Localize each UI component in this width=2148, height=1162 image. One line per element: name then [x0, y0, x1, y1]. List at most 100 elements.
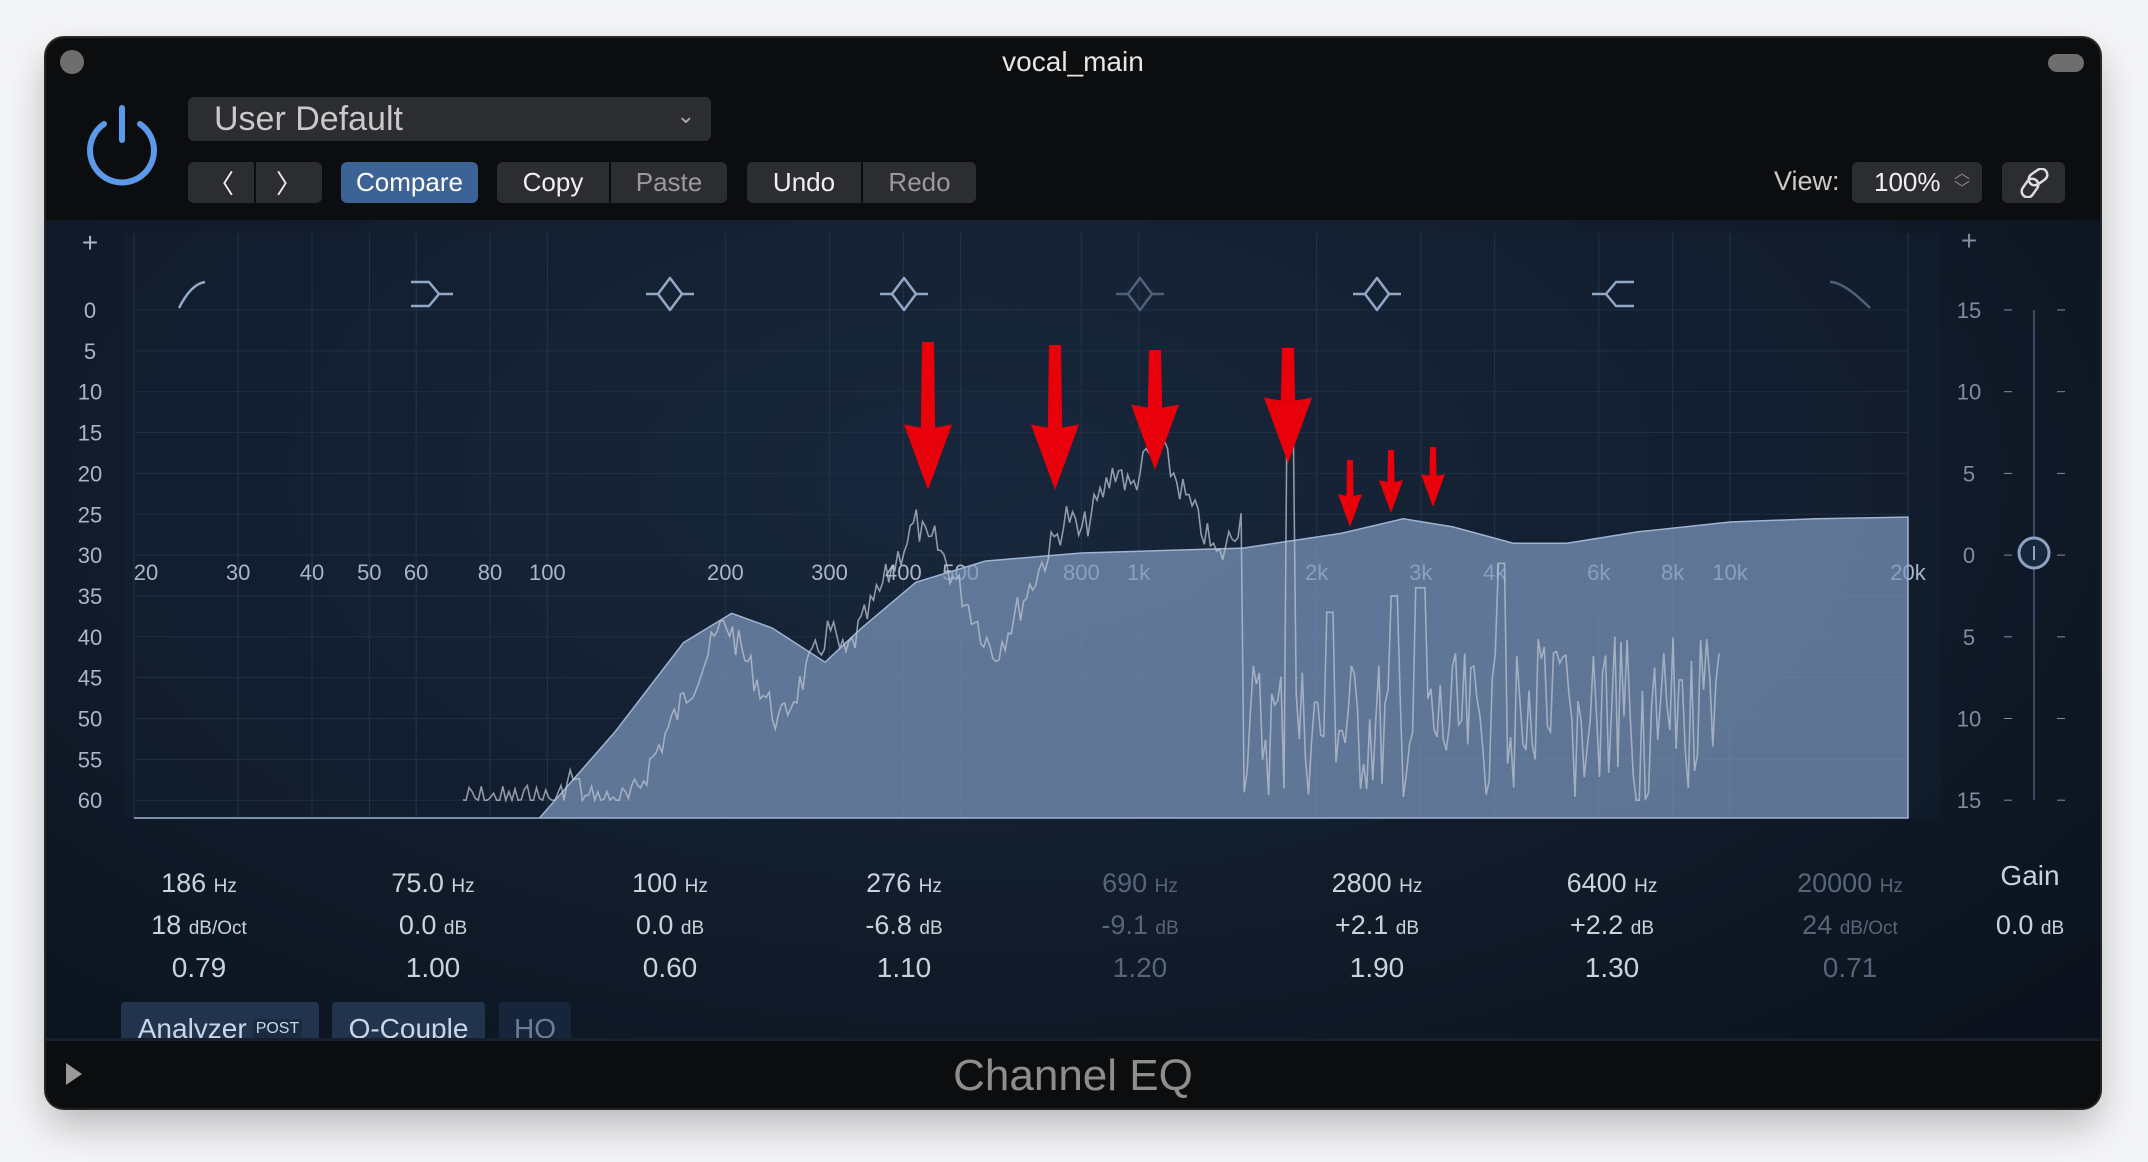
gain-scale-label: 5: [1963, 461, 1975, 486]
band-gain[interactable]: 0.0 dB: [635, 910, 705, 940]
eq-curve-fill[interactable]: [134, 516, 1909, 819]
analyzer-spectrum: [462, 407, 1720, 804]
undo-button[interactable]: Undo: [747, 162, 861, 203]
band-frequency[interactable]: 186 Hz: [161, 868, 237, 898]
band-gain[interactable]: +2.1 dB: [1334, 910, 1420, 940]
band-bell-icon[interactable]: [1353, 276, 1401, 312]
band-q[interactable]: 1.10: [876, 952, 932, 983]
analyzer-mode-badge[interactable]: POST: [252, 1018, 303, 1039]
band-frequency[interactable]: 2800 Hz: [1331, 868, 1423, 898]
window-control-pill[interactable]: [2048, 54, 2084, 72]
next-preset-button[interactable]: 〉: [256, 162, 322, 203]
link-icon: [2019, 167, 2049, 198]
freq-label: 50: [357, 560, 381, 585]
analyzer-scale-label: 25: [78, 502, 102, 527]
annotation-arrow: [904, 342, 952, 490]
paste-button[interactable]: Paste: [611, 162, 727, 203]
band-q[interactable]: 1.20: [1112, 952, 1168, 983]
annotation-arrow: [1379, 450, 1403, 513]
freq-label: 60: [404, 560, 428, 585]
band-gain[interactable]: -6.8 dB: [865, 910, 943, 940]
disclosure-triangle-icon[interactable]: [66, 1063, 82, 1085]
preset-dropdown[interactable]: User Default ⌄: [188, 97, 711, 141]
gain-scale-label: 0: [1963, 543, 1975, 568]
analyzer-scale-label: 45: [78, 666, 102, 691]
preset-name: User Default: [214, 99, 403, 138]
master-gain-value[interactable]: 0.0 dB: [1995, 910, 2065, 940]
gain-scale-label: 15: [1957, 298, 1981, 323]
link-button[interactable]: [2002, 162, 2065, 203]
window-title: vocal_main: [1002, 46, 1144, 77]
freq-label: 30: [226, 560, 250, 585]
band-bell-icon[interactable]: [1116, 276, 1164, 312]
plugin-name: Channel EQ: [953, 1051, 1193, 1100]
band-q[interactable]: 0.71: [1822, 952, 1878, 983]
freq-label: 200: [707, 560, 744, 585]
band-gain[interactable]: +2.2 dB: [1569, 910, 1655, 940]
analyzer-scale-label: 35: [78, 584, 102, 609]
band-gain[interactable]: -9.1 dB: [1101, 910, 1179, 940]
copy-button[interactable]: Copy: [497, 162, 609, 203]
footer-bar: Channel EQ: [46, 1038, 2100, 1108]
plugin-window: vocal_main User Default ⌄ 〈 〉 Compare Co…: [46, 38, 2100, 1108]
gain-scale-label: 5: [1963, 625, 1975, 650]
stepper-arrows-icon: ︿ ﹀: [1953, 165, 1970, 198]
analyzer-scale-label: 20: [78, 461, 102, 486]
analyzer-scale-label: 60: [78, 788, 102, 813]
view-zoom-value: 100%: [1874, 167, 1941, 197]
gain-scale-label: 15: [1957, 788, 1981, 813]
freq-label: 80: [478, 560, 502, 585]
gain-scale-label: 10: [1957, 380, 1981, 405]
band-q[interactable]: 1.00: [405, 952, 461, 983]
annotation-arrow: [1264, 348, 1312, 463]
band-gain[interactable]: 18 dB/Oct: [151, 910, 247, 940]
eq-display[interactable]: 2030405060801002003004005008001k2k3k4k6k…: [46, 220, 2100, 1075]
analyzer-scale-label: 0: [84, 298, 96, 323]
analyzer-scale-label: 15: [78, 421, 102, 446]
band-frequency[interactable]: 75.0 Hz: [391, 868, 475, 898]
band-high-shelf-icon[interactable]: [1592, 280, 1634, 308]
band-high-cut-icon[interactable]: [1829, 280, 1871, 309]
annotation-arrow: [1421, 447, 1445, 507]
add-band-left-button[interactable]: +: [82, 227, 98, 258]
compare-button[interactable]: Compare: [341, 162, 478, 203]
annotation-arrow: [1338, 460, 1362, 527]
chevron-down-icon: ⌄: [676, 103, 695, 128]
band-bell-icon[interactable]: [880, 276, 928, 312]
band-frequency[interactable]: 20000 Hz: [1797, 868, 1903, 898]
band-q[interactable]: 1.90: [1349, 952, 1405, 983]
chevron-right-icon: 〉: [275, 169, 302, 199]
add-band-right-button[interactable]: +: [1961, 225, 1977, 256]
analyzer-scale-label: 10: [78, 380, 102, 405]
freq-label: 20: [134, 560, 158, 585]
view-zoom-stepper[interactable]: 100% ︿ ﹀: [1852, 162, 1982, 203]
analyzer-scale-label: 55: [78, 747, 102, 772]
chevron-left-icon: 〈: [207, 169, 234, 199]
band-bell-icon[interactable]: [646, 276, 694, 312]
band-low-cut-icon[interactable]: [177, 280, 206, 309]
band-q[interactable]: 1.30: [1584, 952, 1640, 983]
redo-button[interactable]: Redo: [863, 162, 976, 203]
band-frequency[interactable]: 690 Hz: [1102, 868, 1178, 898]
power-icon[interactable]: [82, 100, 162, 186]
analyzer-scale-label: 40: [78, 625, 102, 650]
view-label: View:: [1774, 166, 1840, 196]
band-frequency[interactable]: 100 Hz: [632, 868, 708, 898]
band-frequency[interactable]: 6400 Hz: [1566, 868, 1658, 898]
band-q[interactable]: 0.60: [642, 952, 698, 983]
annotation-arrow: [1131, 350, 1179, 470]
band-gain[interactable]: 24 dB/Oct: [1802, 910, 1898, 940]
gain-scale-label: 10: [1957, 707, 1981, 732]
band-q[interactable]: 0.79: [171, 952, 227, 983]
previous-preset-button[interactable]: 〈: [188, 162, 254, 203]
analyzer-scale-label: 30: [78, 543, 102, 568]
close-button[interactable]: [60, 50, 84, 74]
annotation-arrow: [1031, 345, 1079, 490]
band-gain[interactable]: 0.0 dB: [398, 910, 468, 940]
eq-graph[interactable]: 2030405060801002003004005008001k2k3k4k6k…: [46, 220, 2100, 1075]
band-low-shelf-icon[interactable]: [411, 280, 453, 308]
analyzer-scale-label: 5: [84, 339, 96, 364]
band-frequency[interactable]: 276 Hz: [866, 868, 942, 898]
freq-label: 40: [300, 560, 324, 585]
analyzer-scale-label: 50: [78, 707, 102, 732]
